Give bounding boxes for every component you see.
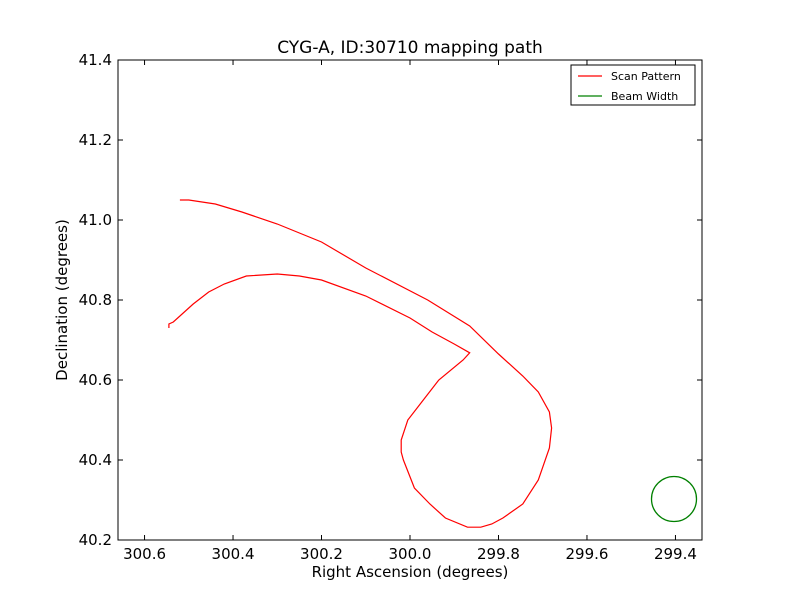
y-tick-label: 40.6 xyxy=(79,371,112,389)
y-tick-label: 41.0 xyxy=(79,211,112,229)
y-tick-label: 40.2 xyxy=(79,531,112,549)
y-tick-label: 41.4 xyxy=(79,51,112,69)
legend-label-beam-width: Beam Width xyxy=(611,90,678,103)
y-axis-ticks: 40.2 40.4 40.6 40.8 41.0 41.2 41.4 xyxy=(79,51,702,549)
legend: Scan Pattern Beam Width xyxy=(570,64,696,106)
x-tick-label: 299.8 xyxy=(477,545,520,563)
x-axis-label: Right Ascension (degrees) xyxy=(312,563,509,581)
beam-width-circle xyxy=(650,475,698,523)
scan-pattern-line xyxy=(168,199,553,528)
axes-frame xyxy=(117,59,703,541)
plot-area: 300.6 300.4 300.2 300.0 299.8 299.6 299.4 40.2… xyxy=(79,51,703,563)
legend-label-scan-pattern: Scan Pattern xyxy=(611,70,681,83)
y-tick-label: 40.4 xyxy=(79,451,112,469)
x-tick-label: 300.2 xyxy=(300,545,343,563)
y-tick-label: 41.2 xyxy=(79,131,112,149)
x-axis-ticks: 300.6 300.4 300.2 300.0 299.8 299.6 299.4 xyxy=(123,60,697,563)
series-layer xyxy=(168,199,698,528)
x-tick-label: 300.4 xyxy=(212,545,255,563)
x-tick-label: 299.4 xyxy=(654,545,697,563)
x-tick-label: 299.6 xyxy=(565,545,608,563)
chart-title: CYG-A, ID:30710 mapping path xyxy=(277,38,543,58)
x-tick-label: 300.6 xyxy=(123,545,166,563)
x-tick-label: 300.0 xyxy=(389,545,432,563)
y-tick-label: 40.8 xyxy=(79,291,112,309)
y-axis-label: Declination (degrees) xyxy=(53,219,71,381)
legend-box xyxy=(570,64,696,106)
